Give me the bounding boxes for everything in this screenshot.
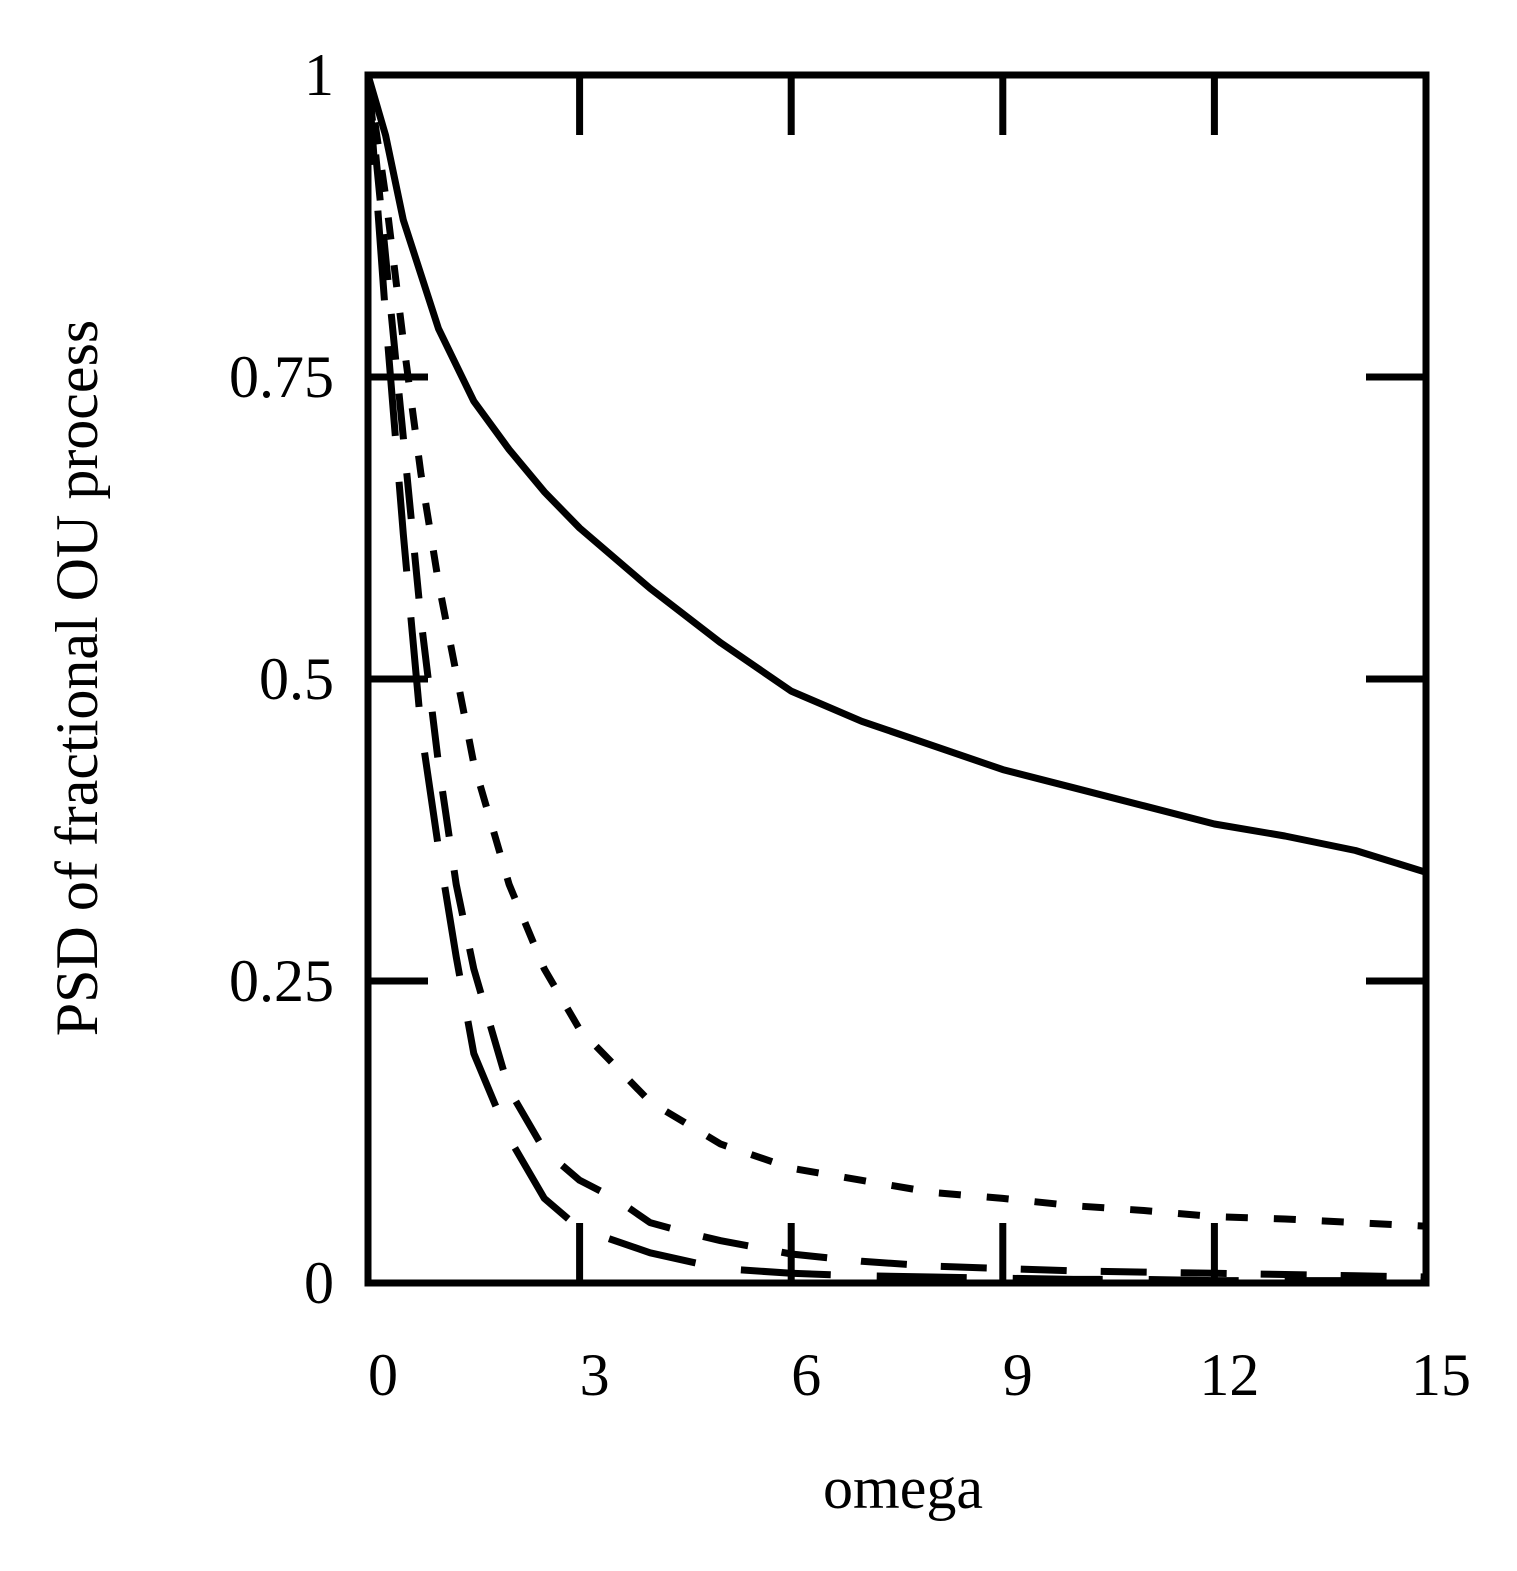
axis-tick-labels: 0 3 6 9 12 15 0 0.25 0.5 0.75 1 [229,42,1471,1408]
x-tick-label: 15 [1411,1342,1471,1408]
y-axis-label: PSD of fractional OU process [44,320,110,1037]
plot-frame [364,71,1430,1287]
y-tick-label: 0 [304,1250,334,1316]
y-tick-label: 1 [304,42,334,108]
series-line-solid [364,74,1428,876]
series-line-short-dash [364,74,1427,1230]
x-tick-label: 3 [580,1342,610,1408]
x-tick-label: 0 [368,1342,398,1408]
x-axis-label: omega [823,1455,983,1521]
y-tick-label: 0.25 [229,948,334,1014]
y-tick-label: 0.75 [229,344,334,410]
x-tick-label: 6 [791,1342,821,1408]
series-layer [364,74,1428,1285]
axis-ticks [368,75,1426,1283]
x-tick-label: 12 [1199,1342,1259,1408]
series-line-medium-dash [364,74,1427,1281]
x-tick-label: 9 [1003,1342,1033,1408]
series-line-long-dash [364,74,1426,1285]
y-tick-label: 0.5 [259,646,334,712]
